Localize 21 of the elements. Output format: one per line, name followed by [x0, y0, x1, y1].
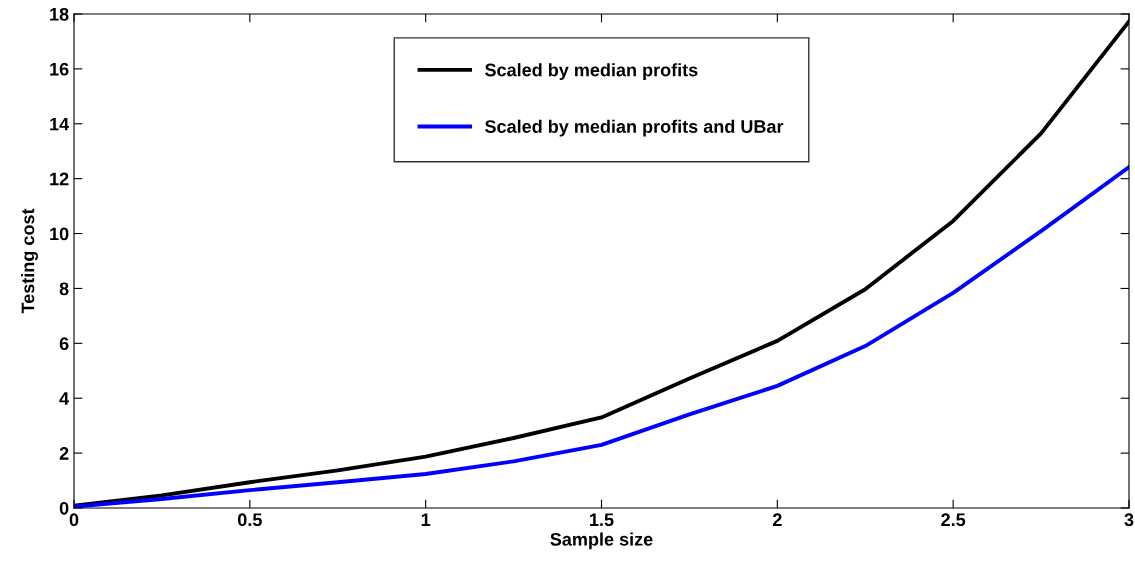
- y-tick-label: 10: [50, 227, 69, 241]
- y-axis-title: Testing cost: [21, 208, 38, 314]
- y-tick-label: 0: [59, 501, 69, 515]
- x-axis-title: Sample size: [550, 532, 653, 550]
- y-tick-label: 12: [50, 172, 69, 186]
- y-tick-label: 18: [50, 7, 69, 21]
- x-tick-label: 1.5: [590, 513, 614, 527]
- x-tick-label: 2.5: [941, 513, 966, 527]
- x-tick-label: 3: [1124, 513, 1134, 527]
- y-tick-label: 16: [50, 62, 69, 76]
- y-tick-label: 6: [59, 337, 69, 351]
- legend-label: Scaled by median profits: [485, 63, 698, 80]
- y-tick-label: 14: [50, 117, 70, 131]
- y-tick-label: 4: [59, 392, 70, 405]
- legend-label: Scaled by median profits and UBar: [485, 119, 784, 137]
- x-tick-label: 0.5: [238, 513, 262, 527]
- x-tick-label: 2: [772, 513, 782, 526]
- y-tick-label: 8: [59, 282, 69, 296]
- y-tick-label: 2: [59, 447, 69, 460]
- x-tick-label: 0: [69, 513, 79, 527]
- x-tick-label: 1: [421, 513, 431, 526]
